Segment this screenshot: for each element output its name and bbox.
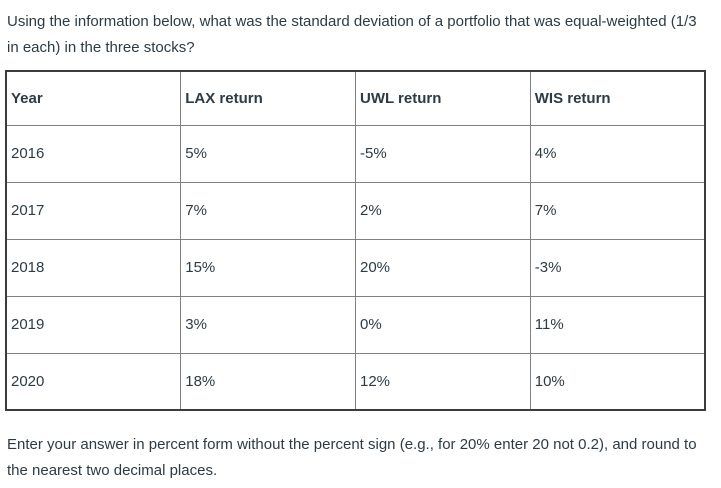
table-header-row: Year LAX return UWL return WIS return (5, 70, 706, 126)
table-cell-wis: 7% (529, 181, 706, 240)
table-header-wis-return: WIS return (529, 70, 706, 126)
table-cell-uwl: 20% (355, 238, 531, 297)
table-cell-uwl: -5% (355, 124, 531, 183)
table-cell-lax: 15% (180, 238, 356, 297)
table-cell-year: 2020 (5, 352, 182, 411)
table-cell-lax: 5% (180, 124, 356, 183)
table-header-lax-return: LAX return (180, 70, 356, 126)
table-row: 2017 7% 2% 7% (5, 181, 706, 240)
table-header-year: Year (5, 70, 182, 126)
table-cell-year: 2016 (5, 124, 182, 183)
returns-table: Year LAX return UWL return WIS return 20… (5, 70, 706, 411)
table-cell-uwl: 12% (355, 352, 531, 411)
table-header-uwl-return: UWL return (355, 70, 531, 126)
table-row: 2018 15% 20% -3% (5, 238, 706, 297)
table-cell-year: 2017 (5, 181, 182, 240)
table-row: 2020 18% 12% 10% (5, 352, 706, 411)
table-cell-uwl: 0% (355, 295, 531, 354)
table-cell-uwl: 2% (355, 181, 531, 240)
footer-instructions: Enter your answer in percent form withou… (7, 436, 697, 479)
table-cell-wis: 10% (529, 352, 706, 411)
table-cell-wis: -3% (529, 238, 706, 297)
table-cell-lax: 3% (180, 295, 356, 354)
table-cell-year: 2018 (5, 238, 182, 297)
table-row: 2016 5% -5% 4% (5, 124, 706, 183)
table-row: 2019 3% 0% 11% (5, 295, 706, 354)
table-cell-lax: 7% (180, 181, 356, 240)
table-cell-year: 2019 (5, 295, 182, 354)
table-cell-wis: 11% (529, 295, 706, 354)
table-cell-wis: 4% (529, 124, 706, 183)
question-text: Using the information below, what was th… (7, 13, 697, 56)
table-cell-lax: 18% (180, 352, 356, 411)
